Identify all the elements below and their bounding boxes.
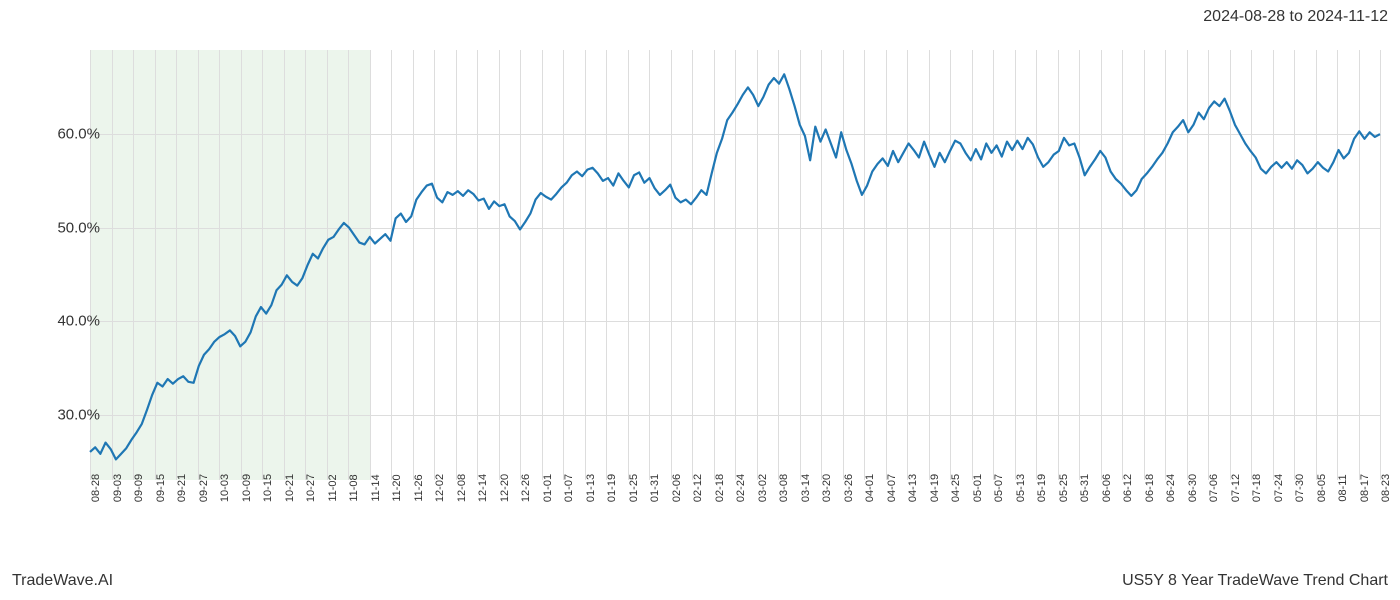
- date-range-label: 2024-08-28 to 2024-11-12: [1203, 8, 1388, 26]
- x-tick-label: 01-25: [628, 474, 640, 502]
- x-tick-label: 07-06: [1208, 474, 1220, 502]
- x-tick-label: 04-07: [886, 474, 898, 502]
- x-tick-label: 03-20: [821, 474, 833, 502]
- x-tick-label: 03-02: [757, 474, 769, 502]
- chart-plot-area: [90, 50, 1380, 480]
- x-tick-label: 10-03: [219, 474, 231, 502]
- x-tick-label: 12-26: [520, 474, 532, 502]
- x-tick-label: 06-06: [1101, 474, 1113, 502]
- x-tick-label: 12-08: [456, 474, 468, 502]
- x-tick-label: 05-25: [1058, 474, 1070, 502]
- x-tick-label: 09-15: [155, 474, 167, 502]
- x-tick-label: 01-19: [606, 474, 618, 502]
- x-tick-label: 02-24: [735, 474, 747, 502]
- x-tick-label: 06-12: [1122, 474, 1134, 502]
- x-tick-label: 12-20: [499, 474, 511, 502]
- x-tick-label: 05-31: [1079, 474, 1091, 502]
- x-tick-label: 09-27: [198, 474, 210, 502]
- y-tick-label: 40.0%: [57, 313, 100, 330]
- x-tick-label: 07-30: [1294, 474, 1306, 502]
- x-tick-label: 04-25: [950, 474, 962, 502]
- x-tick-label: 03-08: [778, 474, 790, 502]
- x-tick-label: 01-01: [542, 474, 554, 502]
- x-tick-label: 07-24: [1273, 474, 1285, 502]
- y-tick-label: 50.0%: [57, 219, 100, 236]
- x-tick-label: 05-07: [993, 474, 1005, 502]
- x-tick-label: 11-20: [391, 474, 403, 501]
- x-tick-label: 11-26: [413, 474, 425, 501]
- x-tick-label: 02-12: [692, 474, 704, 502]
- gridline-v: [1380, 50, 1381, 480]
- x-tick-label: 04-01: [864, 474, 876, 502]
- x-tick-label: 05-19: [1036, 474, 1048, 502]
- x-tick-label: 07-18: [1251, 474, 1263, 502]
- y-tick-label: 30.0%: [57, 406, 100, 423]
- x-tick-label: 12-02: [434, 474, 446, 502]
- footer-brand: TradeWave.AI: [12, 572, 113, 590]
- x-tick-label: 08-28: [90, 474, 102, 502]
- x-tick-label: 03-26: [843, 474, 855, 502]
- x-tick-label: 12-14: [477, 474, 489, 502]
- x-tick-label: 11-14: [370, 474, 382, 501]
- x-tick-label: 02-18: [714, 474, 726, 502]
- x-tick-label: 09-03: [112, 474, 124, 502]
- x-tick-label: 09-09: [133, 474, 145, 502]
- x-tick-label: 05-13: [1015, 474, 1027, 502]
- x-tick-label: 07-12: [1230, 474, 1242, 502]
- x-tick-label: 11-08: [348, 474, 360, 501]
- x-tick-label: 02-06: [671, 474, 683, 502]
- x-tick-label: 10-21: [284, 474, 296, 502]
- x-tick-label: 06-24: [1165, 474, 1177, 502]
- x-tick-label: 08-17: [1359, 474, 1371, 502]
- x-tick-label: 11-02: [327, 474, 339, 501]
- y-tick-label: 60.0%: [57, 126, 100, 143]
- trend-line: [90, 74, 1380, 459]
- x-tick-label: 08-23: [1380, 474, 1392, 502]
- x-tick-label: 01-07: [563, 474, 575, 502]
- x-tick-label: 06-30: [1187, 474, 1199, 502]
- x-tick-label: 09-21: [176, 474, 188, 502]
- x-tick-label: 05-01: [972, 474, 984, 502]
- line-chart-svg: [90, 50, 1380, 480]
- x-tick-label: 01-31: [649, 474, 661, 502]
- x-tick-label: 04-19: [929, 474, 941, 502]
- x-tick-label: 08-05: [1316, 474, 1328, 502]
- x-tick-label: 06-18: [1144, 474, 1156, 502]
- x-tick-label: 10-09: [241, 474, 253, 502]
- x-tick-label: 01-13: [585, 474, 597, 502]
- footer-chart-title: US5Y 8 Year TradeWave Trend Chart: [1122, 572, 1388, 590]
- x-tick-label: 10-27: [305, 474, 317, 502]
- x-tick-label: 03-14: [800, 474, 812, 502]
- x-tick-label: 08-11: [1337, 474, 1349, 501]
- x-tick-label: 10-15: [262, 474, 274, 502]
- x-tick-label: 04-13: [907, 474, 919, 502]
